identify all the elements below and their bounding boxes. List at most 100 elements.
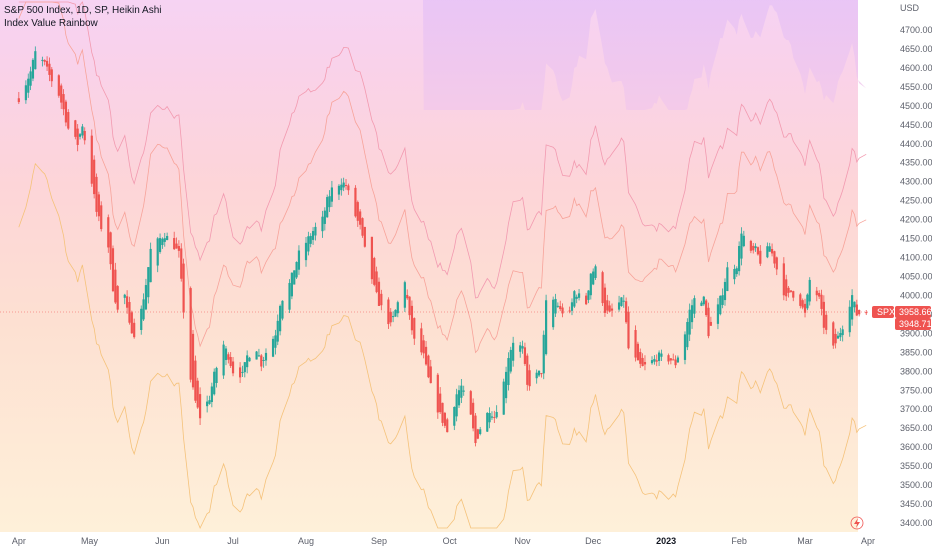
y-tick-label: 3900.00 (900, 328, 932, 338)
candle-body (683, 334, 687, 360)
candle-body (133, 322, 136, 338)
candle-body (206, 401, 209, 407)
y-tick-label: 4050.00 (900, 272, 932, 282)
candle-body (422, 340, 425, 354)
candle-body (255, 351, 258, 360)
candle-body (507, 358, 510, 386)
candle-body (759, 250, 762, 264)
candle-body (460, 385, 463, 398)
y-tick-label: 4400.00 (900, 139, 932, 149)
y-tick-label: 4300.00 (900, 177, 932, 187)
candle-body (634, 330, 637, 358)
candle-body (443, 412, 446, 426)
x-tick-label: Apr (861, 536, 875, 546)
candle-body (408, 296, 411, 316)
candle-body (559, 306, 562, 310)
x-tick-label: May (81, 536, 99, 546)
candle-body (323, 210, 326, 224)
candle-body (752, 245, 755, 251)
candle-body (347, 185, 350, 191)
lightning-icon[interactable] (850, 516, 864, 530)
y-tick-label: 4550.00 (900, 82, 932, 92)
candle-body (60, 85, 63, 103)
candle-body (820, 294, 823, 309)
candle-body (387, 299, 390, 325)
x-tick-label: 2023 (656, 536, 676, 546)
candle-body (556, 305, 559, 307)
candle-body (655, 360, 658, 362)
candle-body (643, 361, 647, 365)
candle-body (622, 300, 625, 302)
candle-body (603, 287, 607, 313)
candle-body (818, 292, 821, 297)
candle-body (535, 372, 538, 379)
candle-body (126, 296, 129, 308)
candle-body (377, 281, 381, 306)
candle-body (561, 307, 564, 314)
candle-body (76, 128, 79, 145)
candle-body (330, 187, 333, 202)
candle-body (109, 232, 112, 265)
candle-body (227, 354, 230, 360)
candle-body (726, 267, 729, 292)
y-tick-label: 3700.00 (900, 404, 932, 414)
price-axis[interactable]: 4700.00 4650.00 4600.00 4550.00 4500.00 4450.… (900, 25, 932, 528)
candle-body (189, 288, 192, 380)
x-tick-label: Jul (227, 536, 239, 546)
candle-body (31, 59, 35, 79)
candle-body (617, 302, 621, 310)
candle-body (716, 304, 720, 324)
candle-body (41, 59, 44, 61)
candle-body (585, 295, 588, 305)
time-axis[interactable]: Apr May Jun Jul Aug Sep Oct Nov Dec 2023 Feb Mar Apr (12, 536, 875, 546)
last-price-tag (895, 306, 931, 318)
candle-body (639, 352, 642, 364)
y-tick-label: 3750.00 (900, 385, 932, 395)
candle-body (321, 216, 324, 232)
candle-body (526, 355, 529, 385)
candle-body (311, 231, 315, 240)
x-tick-label: Feb (731, 536, 747, 546)
candle-body (342, 182, 345, 188)
candle-body (257, 355, 261, 357)
candle-body (34, 51, 37, 70)
candle-body (241, 371, 244, 373)
candle-body (116, 286, 119, 310)
candle-body (594, 266, 597, 278)
candle-body (858, 309, 861, 315)
candle-body (486, 412, 489, 432)
x-tick-label: Oct (443, 536, 458, 546)
candle-body (130, 312, 133, 334)
candle-body (262, 359, 265, 361)
y-tick-label: 4350.00 (900, 158, 932, 168)
candle-body (238, 367, 242, 378)
candle-body (441, 402, 444, 423)
candle-body (274, 335, 277, 348)
y-tick-label: 4250.00 (900, 196, 932, 206)
candle-body (243, 362, 246, 373)
candle-body (754, 246, 757, 249)
candle-body (512, 342, 515, 361)
candle-body (413, 318, 416, 339)
candle-body (570, 302, 574, 311)
candle-body (394, 309, 397, 317)
candle-body (702, 296, 705, 305)
candle-body (309, 235, 312, 244)
x-tick-label: Sep (371, 536, 387, 546)
candle-body (403, 282, 406, 308)
x-tick-label: Apr (12, 536, 26, 546)
candle-body (43, 60, 46, 62)
candle-body (248, 357, 251, 362)
candle-body (676, 357, 680, 363)
x-tick-label: Mar (797, 536, 813, 546)
candle-body (523, 347, 527, 364)
candle-body (627, 311, 630, 349)
candle-body (354, 187, 357, 217)
candle-body (587, 290, 590, 300)
candle-body (768, 246, 771, 252)
candle-body (672, 359, 675, 361)
candle-body (509, 349, 512, 372)
candle-body (495, 411, 498, 418)
candle-body (107, 217, 110, 248)
